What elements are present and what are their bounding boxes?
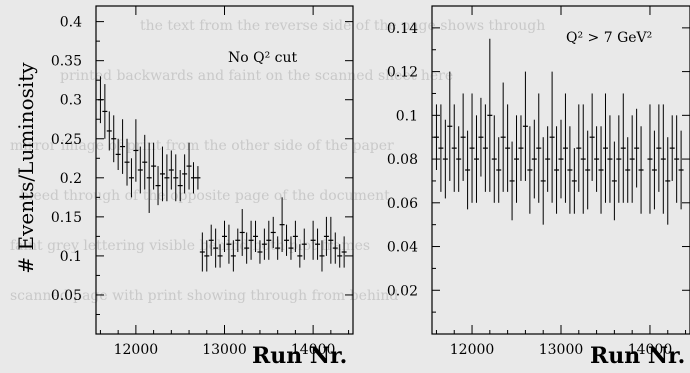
chart-panel-left: 0.05 0.1 0.15 0.2 0.25 0.3 0.35 0.4 12000 13000 14… bbox=[51, 5, 354, 358]
x-tick-label: 14000 bbox=[291, 342, 336, 358]
x-axis-label-left: Run Nr. bbox=[252, 343, 348, 369]
y-tick-label: 0.35 bbox=[51, 54, 82, 70]
y-tick-label: 0.08 bbox=[387, 152, 418, 168]
y-tick-label: 0.3 bbox=[60, 93, 82, 109]
x-tick-label: 13000 bbox=[202, 342, 247, 358]
chart-panel-right: 0.02 0.04 0.06 0.08 0.1 0.12 0.14 12000 13000 140… bbox=[387, 5, 690, 358]
y-tick-label: 0.1 bbox=[396, 108, 418, 124]
svg-text:mirror image of print from the: mirror image of print from the other sid… bbox=[10, 138, 394, 154]
bleed-through-text: the text from the reverse side of the pa… bbox=[10, 18, 545, 304]
svg-text:faint grey lettering visible b: faint grey lettering visible behind both… bbox=[10, 238, 370, 254]
plot-frame bbox=[95, 5, 354, 335]
y-axis-label: # Events/Luminosity bbox=[14, 62, 38, 274]
x-tick-label: 14000 bbox=[628, 342, 673, 358]
y-tick-label: 0.15 bbox=[51, 210, 82, 226]
x-tick-label: 12000 bbox=[450, 342, 495, 358]
svg-text:scanned page with print showin: scanned page with print showing through … bbox=[10, 288, 398, 304]
y-tick-label: 0.12 bbox=[387, 65, 418, 81]
y-tick-label: 0.05 bbox=[51, 288, 82, 304]
y-tick-label: 0.02 bbox=[387, 283, 418, 299]
panel-annotation: No Q² cut bbox=[228, 50, 298, 66]
y-tick-label: 0.04 bbox=[387, 240, 418, 256]
x-axis-label-right: Run Nr. bbox=[590, 343, 686, 369]
svg-text:printed backwards and faint on: printed backwards and faint on the scann… bbox=[60, 68, 453, 84]
y-tick-label: 0.2 bbox=[60, 171, 82, 187]
y-tick-label: 0.06 bbox=[387, 196, 418, 212]
svg-text:bleed through of the opposite: bleed through of the opposite page of th… bbox=[20, 188, 390, 204]
x-tick-label: 12000 bbox=[114, 342, 159, 358]
panel-annotation: Q² > 7 GeV² bbox=[566, 30, 652, 46]
y-tick-label: 0.1 bbox=[60, 249, 82, 265]
y-tick-label: 0.14 bbox=[387, 21, 418, 37]
x-tick-label: 13000 bbox=[539, 342, 584, 358]
y-tick-label: 0.25 bbox=[51, 132, 82, 148]
svg-text:the text from the reverse side: the text from the reverse side of the pa… bbox=[140, 18, 545, 34]
y-tick-label: 0.4 bbox=[60, 15, 82, 31]
